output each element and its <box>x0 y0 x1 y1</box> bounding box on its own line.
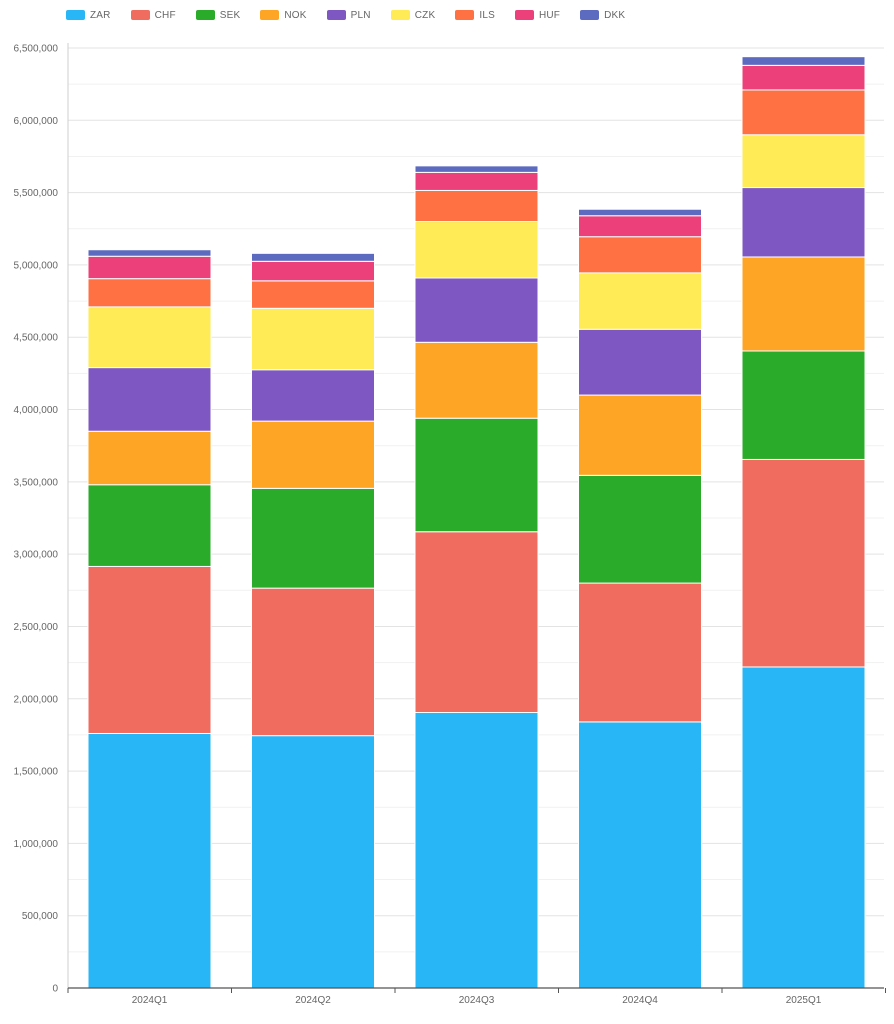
x-tick-label: 2024Q1 <box>132 995 168 1006</box>
bar-segment-czk-2024q2 <box>251 307 375 371</box>
bar-segment-chf-2024q4 <box>578 582 702 723</box>
bar-segment-ils-2024q1 <box>87 278 212 308</box>
bar-segment-zar-2024q4 <box>578 721 702 989</box>
bar-segment-huf-2024q1 <box>87 255 212 280</box>
legend-label: ZAR <box>90 9 111 21</box>
bar-segment-sek-2024q3 <box>414 417 539 533</box>
bar-segment-ils-2024q4 <box>578 236 702 274</box>
legend-item-czk[interactable]: CZK <box>390 9 436 21</box>
bar-segment-pln-2025q1 <box>741 187 866 258</box>
bar-segment-chf-2024q3 <box>414 531 539 714</box>
bar-segment-nok-2024q4 <box>578 394 702 476</box>
bar-segment-huf-2024q3 <box>414 171 539 191</box>
y-tick-label: 3,000,000 <box>14 550 59 561</box>
bar-segment-zar-2024q1 <box>87 732 212 989</box>
legend-item-huf[interactable]: HUF <box>514 9 561 21</box>
legend-label: PLN <box>350 9 371 21</box>
bar-segment-chf-2025q1 <box>741 458 866 668</box>
legend-label: DKK <box>604 9 626 21</box>
y-tick-label: 3,500,000 <box>14 477 59 488</box>
bar-segment-nok-2024q3 <box>414 341 539 419</box>
legend-label: NOK <box>284 9 307 21</box>
legend-label: ILS <box>479 9 495 21</box>
bar-segment-nok-2024q1 <box>87 430 212 486</box>
bar-segment-dkk-2024q4 <box>578 208 702 217</box>
bar-segment-chf-2024q1 <box>87 565 212 734</box>
bar-segment-huf-2024q2 <box>251 260 375 282</box>
x-tick-label: 2025Q1 <box>786 995 822 1006</box>
y-tick-label: 1,000,000 <box>14 839 59 850</box>
legend-item-nok[interactable]: NOK <box>260 10 306 21</box>
legend-swatch <box>390 10 410 20</box>
y-tick-label: 5,000,000 <box>14 260 59 271</box>
bar-segment-dkk-2024q3 <box>414 165 539 173</box>
bar-segment-pln-2024q3 <box>414 277 539 343</box>
bar-segment-ils-2024q3 <box>414 189 539 223</box>
legend-item-chf[interactable]: CHF <box>130 9 176 21</box>
bar-segment-nok-2024q2 <box>251 420 375 489</box>
legend-label: HUF <box>538 9 561 21</box>
bar-segment-sek-2024q1 <box>87 484 212 567</box>
bar-segment-zar-2024q2 <box>251 735 375 989</box>
legend-label: CHF <box>154 9 176 21</box>
bar-segment-huf-2024q4 <box>578 215 702 238</box>
y-tick-label: 5,500,000 <box>14 188 59 199</box>
bar-segment-sek-2024q4 <box>578 474 702 584</box>
bar-segment-dkk-2024q2 <box>251 252 375 262</box>
x-tick-label: 2024Q2 <box>295 995 331 1006</box>
bars <box>87 56 866 989</box>
bar-segment-pln-2024q2 <box>251 369 375 422</box>
bar-segment-czk-2025q1 <box>741 134 866 189</box>
legend-item-pln[interactable]: PLN <box>326 9 371 21</box>
bar-segment-ils-2024q2 <box>251 280 375 309</box>
legend-swatch <box>580 10 600 20</box>
bar-segment-chf-2024q2 <box>251 587 375 737</box>
legend-swatch <box>130 10 150 20</box>
bar-segment-czk-2024q4 <box>578 272 702 330</box>
y-tick-label: 6,500,000 <box>14 44 59 55</box>
bar-segment-czk-2024q3 <box>414 221 539 279</box>
legend: ZAR CHF SEK NOK PLN CZK ILS HUF DKK <box>66 7 645 23</box>
bar-segment-sek-2024q2 <box>251 487 375 589</box>
y-tick-label: 2,000,000 <box>14 694 59 705</box>
legend-item-zar[interactable]: ZAR <box>66 10 111 21</box>
legend-item-sek[interactable]: SEK <box>195 9 241 21</box>
legend-swatch <box>326 10 346 20</box>
legend-swatch <box>514 10 534 20</box>
bar-segment-pln-2024q4 <box>578 328 702 396</box>
legend-swatch <box>455 10 475 20</box>
legend-swatch <box>260 10 280 20</box>
legend-item-dkk[interactable]: DKK <box>580 10 625 21</box>
bar-segment-zar-2024q3 <box>414 712 539 989</box>
y-tick-label: 500,000 <box>22 911 59 922</box>
bar-segment-huf-2025q1 <box>741 64 866 91</box>
y-tick-label: 2,500,000 <box>14 622 59 633</box>
bar-segment-sek-2025q1 <box>741 350 866 460</box>
y-tick-label: 1,500,000 <box>14 767 59 778</box>
bar-segment-dkk-2024q1 <box>87 249 212 257</box>
bar-segment-pln-2024q1 <box>87 367 212 432</box>
legend-swatch <box>195 10 215 20</box>
legend-label: CZK <box>414 9 436 21</box>
bar-segment-czk-2024q1 <box>87 306 212 369</box>
y-tick-label: 4,500,000 <box>14 333 59 344</box>
bar-segment-ils-2025q1 <box>741 89 866 136</box>
x-tick-label: 2024Q4 <box>622 995 658 1006</box>
y-tick-label: 6,000,000 <box>14 116 59 127</box>
y-tick-label: 0 <box>52 984 58 995</box>
bar-segment-zar-2025q1 <box>741 666 866 989</box>
legend-swatch <box>66 10 85 20</box>
legend-label: SEK <box>219 9 241 21</box>
legend-item-ils[interactable]: ILS <box>455 10 495 21</box>
x-tick-label: 2024Q3 <box>459 995 495 1006</box>
bar-segment-nok-2025q1 <box>741 256 866 352</box>
bar-segment-dkk-2025q1 <box>741 56 866 66</box>
y-tick-label: 4,000,000 <box>14 405 59 416</box>
